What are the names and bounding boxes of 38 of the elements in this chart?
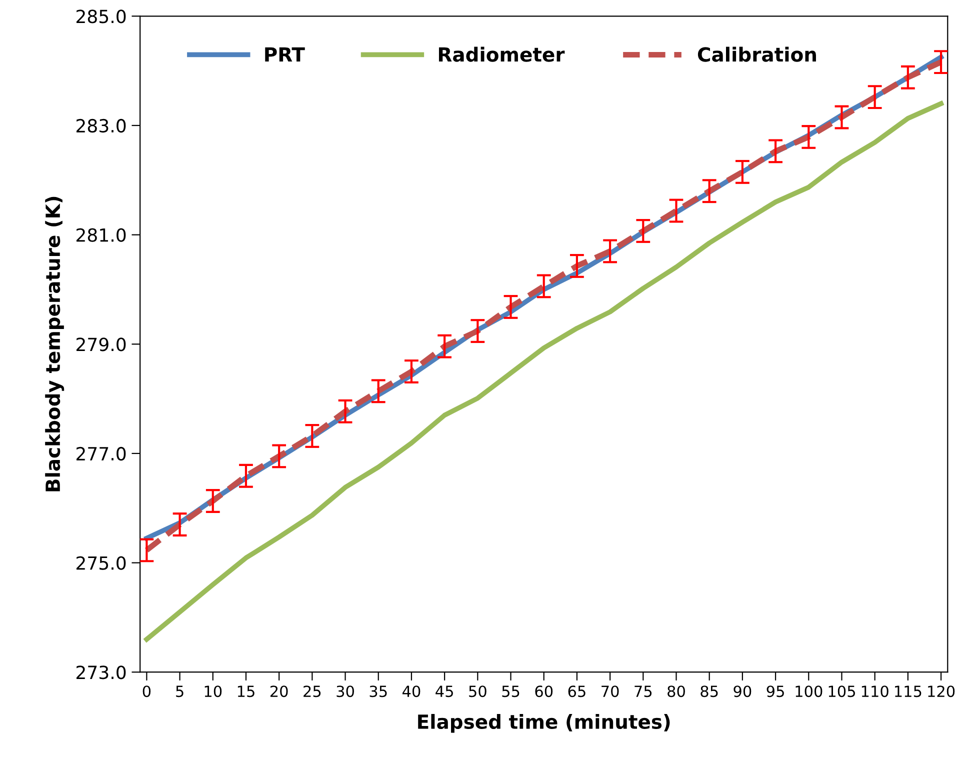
y-tick-label: 277.0 [76, 446, 126, 461]
x-tick-label: 120 [928, 686, 955, 698]
x-tick-label: 0 [142, 686, 151, 698]
y-tick-label: 283.0 [76, 118, 126, 133]
x-tick-label: 115 [895, 686, 922, 698]
x-tick-label: 50 [469, 686, 486, 698]
legend-label: Calibration [698, 46, 816, 62]
x-tick-label: 105 [828, 686, 855, 698]
x-tick-label: 5 [176, 686, 184, 698]
x-tick-label: 110 [862, 686, 888, 698]
x-tick-label: 55 [502, 686, 520, 698]
x-tick-label: 30 [336, 686, 354, 698]
x-tick-label: 95 [766, 686, 784, 698]
legend-label: Radiometer [438, 46, 565, 62]
line-series [144, 101, 944, 642]
legend-label: PRT [265, 47, 305, 62]
x-tick-label: 80 [668, 686, 685, 698]
y-tick-label: 275.0 [76, 556, 126, 570]
y-tick-label: 273.0 [76, 666, 126, 680]
x-tick-label: 65 [568, 686, 586, 698]
x-tick-label: 90 [734, 686, 752, 698]
x-tick-label: 35 [370, 686, 387, 698]
x-axis-title: Elapsed time (minutes) [418, 714, 670, 733]
x-tick-label: 10 [204, 686, 222, 698]
y-tick-label: 281.0 [76, 228, 126, 242]
x-tick-label: 15 [238, 686, 254, 698]
x-tick-label: 60 [535, 686, 553, 698]
y-axis-title: Blackbody temperature (K) [45, 196, 64, 492]
y-tick-label: 279.0 [76, 338, 126, 352]
x-tick-label: 85 [700, 686, 718, 698]
x-tick-label: 100 [796, 686, 822, 698]
y-tick-label: 285.0 [76, 10, 126, 24]
x-tick-label: 25 [304, 686, 321, 698]
x-tick-label: 70 [602, 686, 619, 698]
x-tick-label: 40 [402, 686, 420, 698]
x-tick-label: 45 [436, 686, 453, 698]
x-tick-label: 20 [270, 686, 288, 698]
x-tick-label: 75 [634, 686, 652, 698]
